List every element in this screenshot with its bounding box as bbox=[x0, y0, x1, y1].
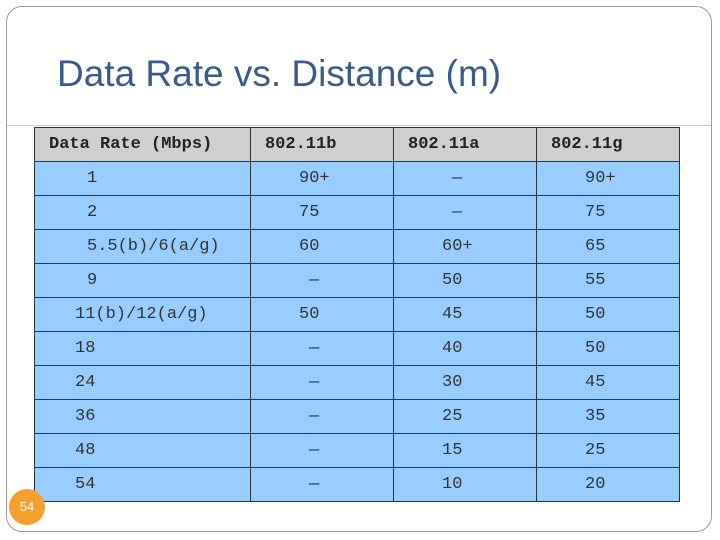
table-cell: 60 bbox=[250, 229, 394, 264]
table-cell: 45 bbox=[536, 365, 680, 400]
table-cell: 2 bbox=[34, 195, 251, 230]
table-header-row: Data Rate (Mbps) 802.11b 802.11a 802.11g bbox=[34, 127, 680, 162]
table-cell: 50 bbox=[536, 297, 680, 332]
table-cell: 75 bbox=[536, 195, 680, 230]
table-row: 1 90+ —90+ bbox=[34, 161, 680, 196]
table-cell: 20 bbox=[536, 467, 680, 502]
table-cell: 40 bbox=[393, 331, 537, 366]
table-row: 11(b)/12(a/g) 50 45 50 bbox=[34, 297, 680, 332]
table-cell: 35 bbox=[536, 399, 680, 434]
table-cell: — bbox=[250, 263, 394, 298]
table-cell: 50 bbox=[393, 263, 537, 298]
table-row: 18—40 50 bbox=[34, 331, 680, 366]
table-cell: 15 bbox=[393, 433, 537, 468]
header-cell: 802.11b bbox=[250, 127, 394, 162]
table-row: 24—30 45 bbox=[34, 365, 680, 400]
table-row: 5.5(b)/6(a/g) 60 60+ 65 bbox=[34, 229, 680, 264]
header-cell: 802.11a bbox=[393, 127, 537, 162]
table-row: 2 75—75 bbox=[34, 195, 680, 230]
table-cell: 45 bbox=[393, 297, 537, 332]
table-cell: 25 bbox=[393, 399, 537, 434]
table-cell: 25 bbox=[536, 433, 680, 468]
table-cell: 24 bbox=[34, 365, 251, 400]
table-cell: 48 bbox=[34, 433, 251, 468]
table-cell: 60+ bbox=[393, 229, 537, 264]
table-row: 54—10 20 bbox=[34, 467, 680, 502]
table-cell: 75 bbox=[250, 195, 394, 230]
table-cell: 30 bbox=[393, 365, 537, 400]
table-cell: 18 bbox=[34, 331, 251, 366]
table-cell: — bbox=[250, 467, 394, 502]
slide-title: Data Rate vs. Distance (m) bbox=[57, 53, 502, 94]
table-cell: — bbox=[250, 365, 394, 400]
table-row: 36—25 35 bbox=[34, 399, 680, 434]
table-cell: 36 bbox=[34, 399, 251, 434]
table-cell: 90+ bbox=[536, 161, 680, 196]
table-cell: — bbox=[250, 331, 394, 366]
table-cell: 9 bbox=[34, 263, 251, 298]
table-cell: 65 bbox=[536, 229, 680, 264]
table-row: 48—15 25 bbox=[34, 433, 680, 468]
table-row: 9—50 55 bbox=[34, 263, 680, 298]
table-cell: — bbox=[250, 433, 394, 468]
table-cell: 10 bbox=[393, 467, 537, 502]
title-divider bbox=[7, 125, 711, 126]
table-cell: 90+ bbox=[250, 161, 394, 196]
table-cell: 5.5(b)/6(a/g) bbox=[34, 229, 251, 264]
table-cell: 1 bbox=[34, 161, 251, 196]
header-cell: 802.11g bbox=[536, 127, 680, 162]
table-cell: — bbox=[393, 161, 537, 196]
table-body: 1 90+ —90+ 2 75—75 5.5(b)/6(a/g) 60 60+ 65 9—50 55… bbox=[34, 161, 680, 502]
slide-number-badge: 54 bbox=[9, 489, 45, 525]
header-cell: Data Rate (Mbps) bbox=[34, 127, 251, 162]
table-cell: 50 bbox=[536, 331, 680, 366]
table-cell: 54 bbox=[34, 467, 251, 502]
table-cell: 50 bbox=[250, 297, 394, 332]
table-cell: 11(b)/12(a/g) bbox=[34, 297, 251, 332]
table-cell: 55 bbox=[536, 263, 680, 298]
data-rate-table: Data Rate (Mbps) 802.11b 802.11a 802.11g… bbox=[34, 127, 680, 502]
table-cell: — bbox=[393, 195, 537, 230]
table-cell: — bbox=[250, 399, 394, 434]
